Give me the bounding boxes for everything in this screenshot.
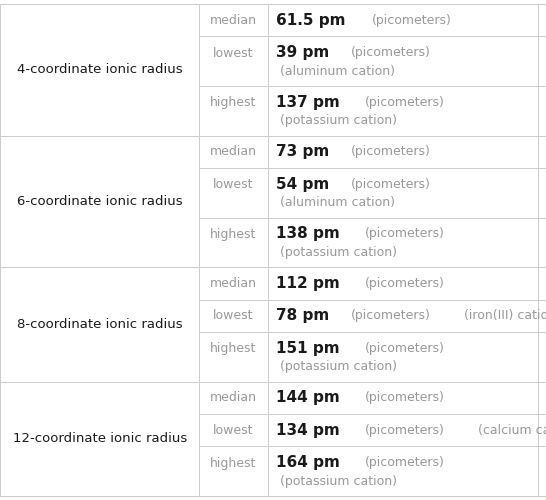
Bar: [0, 382, 199, 496]
Text: (picometers): (picometers): [365, 228, 444, 240]
Text: (picometers): (picometers): [365, 96, 444, 109]
Text: (potassium cation): (potassium cation): [280, 474, 396, 488]
Text: 164 pm: 164 pm: [276, 456, 345, 470]
Bar: [199, 136, 268, 168]
Text: (iron(III) cation): (iron(III) cation): [465, 310, 546, 322]
Bar: [268, 4, 546, 36]
Bar: [199, 446, 268, 496]
Text: median: median: [210, 14, 257, 26]
Text: (picometers): (picometers): [365, 424, 453, 436]
Bar: [199, 300, 268, 332]
Text: (picometers): (picometers): [351, 46, 431, 60]
Text: (picometers): (picometers): [364, 342, 444, 355]
Text: 61.5 pm: 61.5 pm: [276, 12, 351, 28]
Text: (picometers): (picometers): [351, 178, 431, 191]
Bar: [268, 86, 546, 136]
Bar: [199, 267, 268, 300]
Text: median: median: [210, 392, 257, 404]
Bar: [199, 168, 268, 218]
Bar: [0, 136, 199, 267]
Text: (picometers): (picometers): [372, 14, 452, 26]
Text: highest: highest: [210, 96, 257, 110]
Text: (aluminum cation): (aluminum cation): [280, 64, 395, 78]
Text: 73 pm: 73 pm: [276, 144, 334, 160]
Text: (picometers): (picometers): [365, 392, 444, 404]
Text: (picometers): (picometers): [365, 456, 444, 469]
Text: 138 pm: 138 pm: [276, 226, 345, 242]
Bar: [0, 4, 199, 136]
Text: (aluminum cation): (aluminum cation): [280, 196, 395, 209]
Text: (potassium cation): (potassium cation): [280, 360, 396, 373]
Text: (calcium cation): (calcium cation): [478, 424, 546, 436]
Bar: [268, 382, 546, 414]
Text: 78 pm: 78 pm: [276, 308, 334, 324]
Text: lowest: lowest: [213, 47, 254, 60]
Bar: [0, 267, 199, 382]
Bar: [199, 36, 268, 86]
Bar: [268, 332, 546, 382]
Text: highest: highest: [210, 457, 257, 470]
Bar: [268, 446, 546, 496]
Bar: [268, 267, 546, 300]
Bar: [199, 332, 268, 382]
Text: 134 pm: 134 pm: [276, 422, 345, 438]
Text: 39 pm: 39 pm: [276, 46, 334, 60]
Text: median: median: [210, 146, 257, 158]
Bar: [268, 300, 546, 332]
Text: (picometers): (picometers): [365, 424, 444, 436]
Text: 54 pm: 54 pm: [276, 177, 334, 192]
Text: 144 pm: 144 pm: [276, 390, 345, 406]
Text: (potassium cation): (potassium cation): [280, 114, 396, 127]
Bar: [268, 414, 546, 446]
Text: 8-coordinate ionic radius: 8-coordinate ionic radius: [17, 318, 182, 331]
Bar: [199, 218, 268, 267]
Text: (potassium cation): (potassium cation): [280, 246, 396, 258]
Bar: [268, 168, 546, 218]
Bar: [268, 218, 546, 267]
Text: 12-coordinate ionic radius: 12-coordinate ionic radius: [13, 432, 187, 446]
Text: median: median: [210, 277, 257, 290]
Text: (picometers): (picometers): [351, 146, 431, 158]
Text: highest: highest: [210, 342, 257, 355]
Bar: [199, 4, 268, 36]
Text: lowest: lowest: [213, 424, 254, 436]
Bar: [199, 414, 268, 446]
Text: 6-coordinate ionic radius: 6-coordinate ionic radius: [17, 195, 182, 208]
Bar: [268, 136, 546, 168]
Text: 151 pm: 151 pm: [276, 341, 345, 356]
Text: lowest: lowest: [213, 178, 254, 192]
Bar: [199, 86, 268, 136]
Text: highest: highest: [210, 228, 257, 241]
Text: 4-coordinate ionic radius: 4-coordinate ionic radius: [17, 64, 182, 76]
Text: (picometers): (picometers): [351, 310, 431, 322]
Bar: [268, 36, 546, 86]
Text: (picometers): (picometers): [365, 277, 444, 290]
Bar: [199, 382, 268, 414]
Text: lowest: lowest: [213, 310, 254, 322]
Text: 137 pm: 137 pm: [276, 95, 345, 110]
Text: (picometers): (picometers): [351, 310, 439, 322]
Text: 112 pm: 112 pm: [276, 276, 345, 291]
